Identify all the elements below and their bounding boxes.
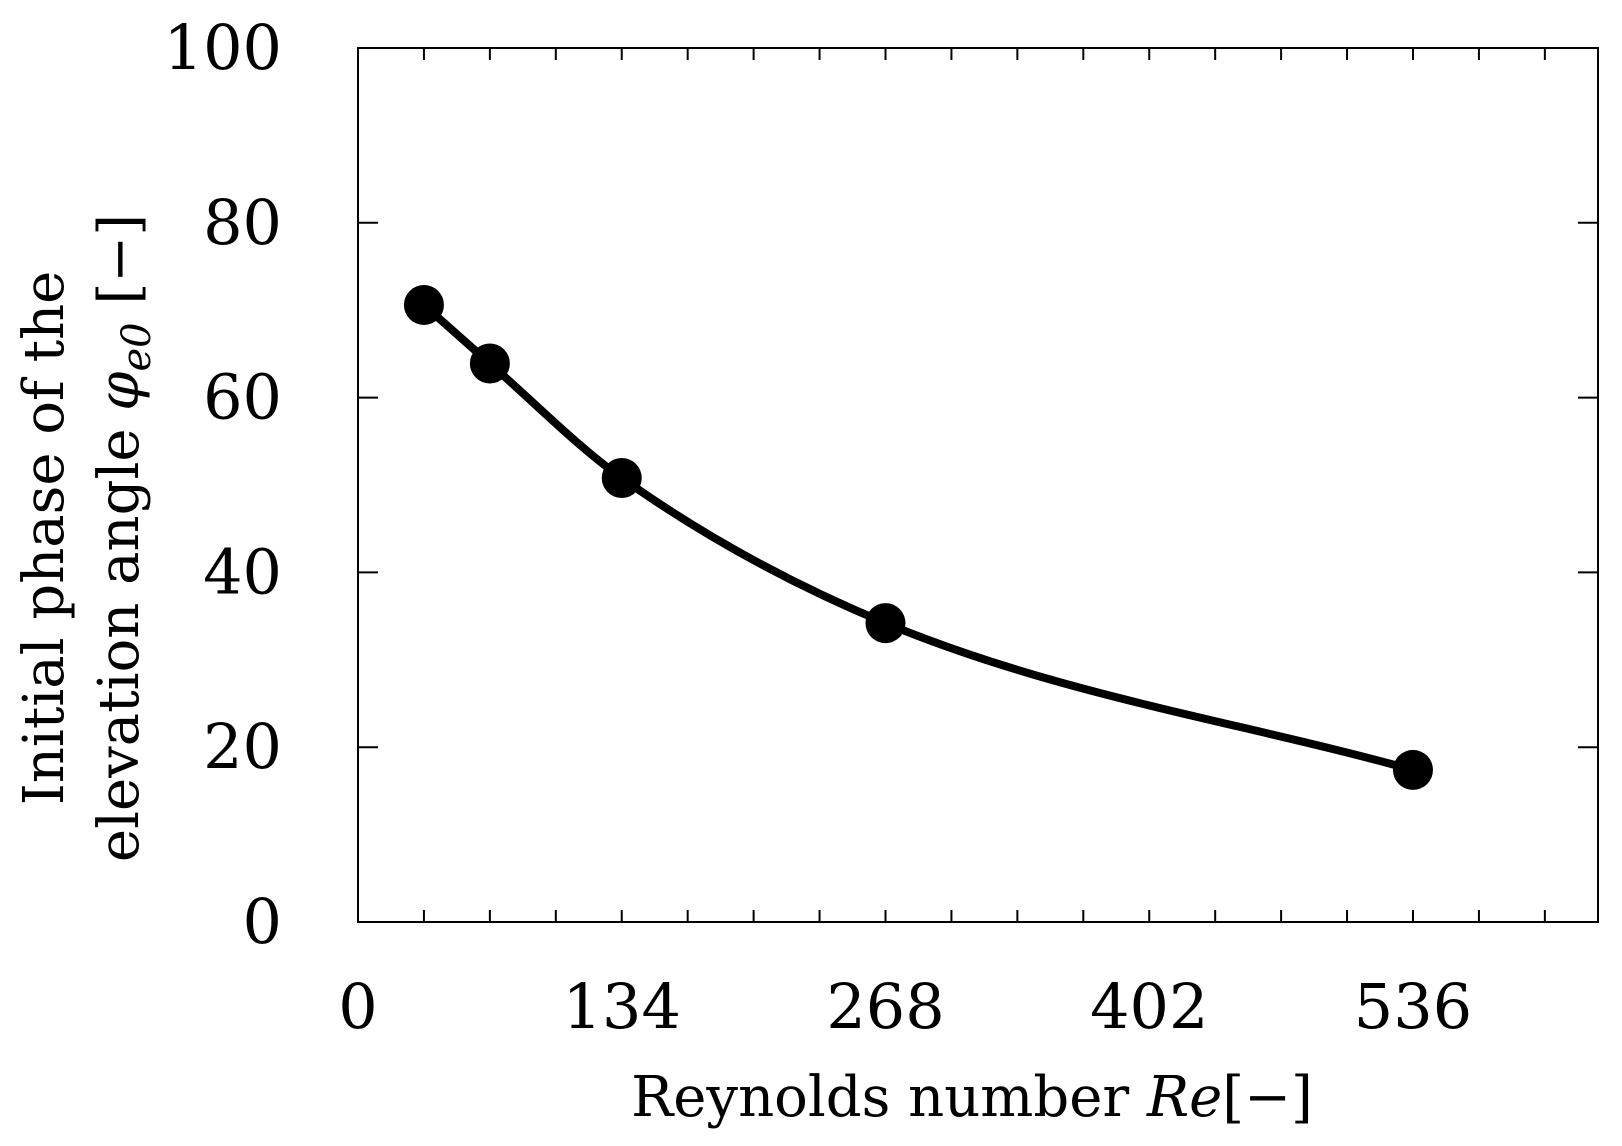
y-axis-label-symbol: φ: [87, 371, 152, 410]
x-tick-label: 268: [826, 970, 944, 1043]
x-axis-label-unit: [−]: [1222, 1065, 1313, 1130]
y-tick-label: 20: [203, 710, 282, 783]
data-point: [403, 284, 444, 325]
y-tick-label: 80: [203, 186, 282, 259]
x-tick-label: 0: [338, 970, 377, 1043]
y-axis-label: Initial phase of the elevation angle φe0…: [12, 214, 160, 862]
x-tick-label: 402: [1090, 970, 1208, 1043]
y-axis-label-line1: Initial phase of the: [12, 271, 77, 806]
series-line: [419, 300, 1417, 774]
plot-frame: [357, 47, 1599, 923]
x-axis-label-symbol: Re: [1146, 1065, 1222, 1130]
y-tick-label: 60: [203, 361, 282, 434]
plot-layer: 0 134 268 402 536 0 20 40 60 80 100: [164, 11, 1599, 1043]
data-point: [601, 458, 642, 499]
y-axis-label-subscript: e0: [114, 322, 160, 371]
y-axis-label-unit: [−]: [87, 214, 152, 322]
data-point: [469, 343, 510, 384]
data-point: [865, 603, 906, 644]
x-axis-label: Reynolds number Re[−]: [631, 1065, 1313, 1130]
y-tick-label: 0: [243, 885, 282, 958]
y-axis-label-line2: elevation angle φe0 [−]: [87, 214, 160, 862]
y-axis-label-text: elevation angle: [87, 411, 152, 862]
x-tick-label: 536: [1354, 970, 1472, 1043]
x-axis-label-text: Reynolds number: [631, 1065, 1147, 1130]
x-tick-label: 134: [563, 970, 681, 1043]
y-tick-label: 100: [164, 11, 282, 84]
data-point: [1392, 749, 1433, 790]
y-tick-label: 40: [203, 535, 282, 608]
